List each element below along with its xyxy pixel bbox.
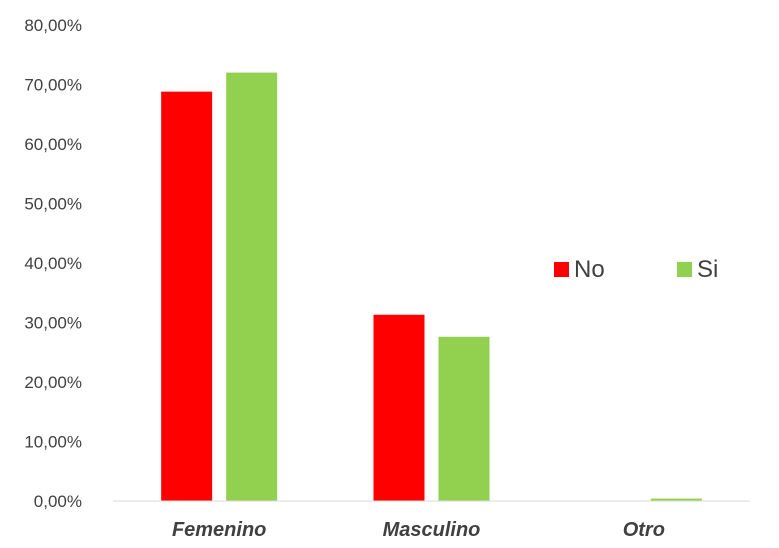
y-tick-label: 60,00% bbox=[24, 135, 82, 154]
bar-no-masculino bbox=[373, 314, 425, 501]
bar-si-femenino bbox=[226, 72, 278, 501]
legend-swatch-no bbox=[554, 262, 569, 277]
y-axis: 0,00% 10,00% 20,00% 30,00% 40,00% 50,00% 60,00… bbox=[24, 16, 82, 511]
bars bbox=[161, 72, 702, 501]
y-tick-label: 10,00% bbox=[24, 433, 82, 452]
y-tick-label: 40,00% bbox=[24, 254, 82, 273]
y-tick-label: 20,00% bbox=[24, 373, 82, 392]
legend-label-si: Si bbox=[697, 256, 718, 283]
y-tick-label: 30,00% bbox=[24, 314, 82, 333]
bar-si-otro bbox=[650, 498, 702, 501]
legend-swatch-si bbox=[677, 262, 692, 277]
x-tick-label: Otro bbox=[623, 519, 665, 541]
y-tick-label: 0,00% bbox=[34, 492, 82, 511]
bar-no-femenino bbox=[161, 91, 213, 501]
y-tick-label: 80,00% bbox=[24, 16, 82, 35]
x-tick-label: Femenino bbox=[172, 519, 266, 541]
y-tick-label: 50,00% bbox=[24, 195, 82, 214]
bar-si-masculino bbox=[438, 336, 490, 501]
legend-label-no: No bbox=[574, 256, 605, 283]
x-axis: Femenino Masculino Otro bbox=[172, 519, 665, 541]
y-tick-label: 70,00% bbox=[24, 76, 82, 95]
x-tick-label: Masculino bbox=[383, 519, 481, 541]
legend: No Si bbox=[554, 256, 718, 283]
